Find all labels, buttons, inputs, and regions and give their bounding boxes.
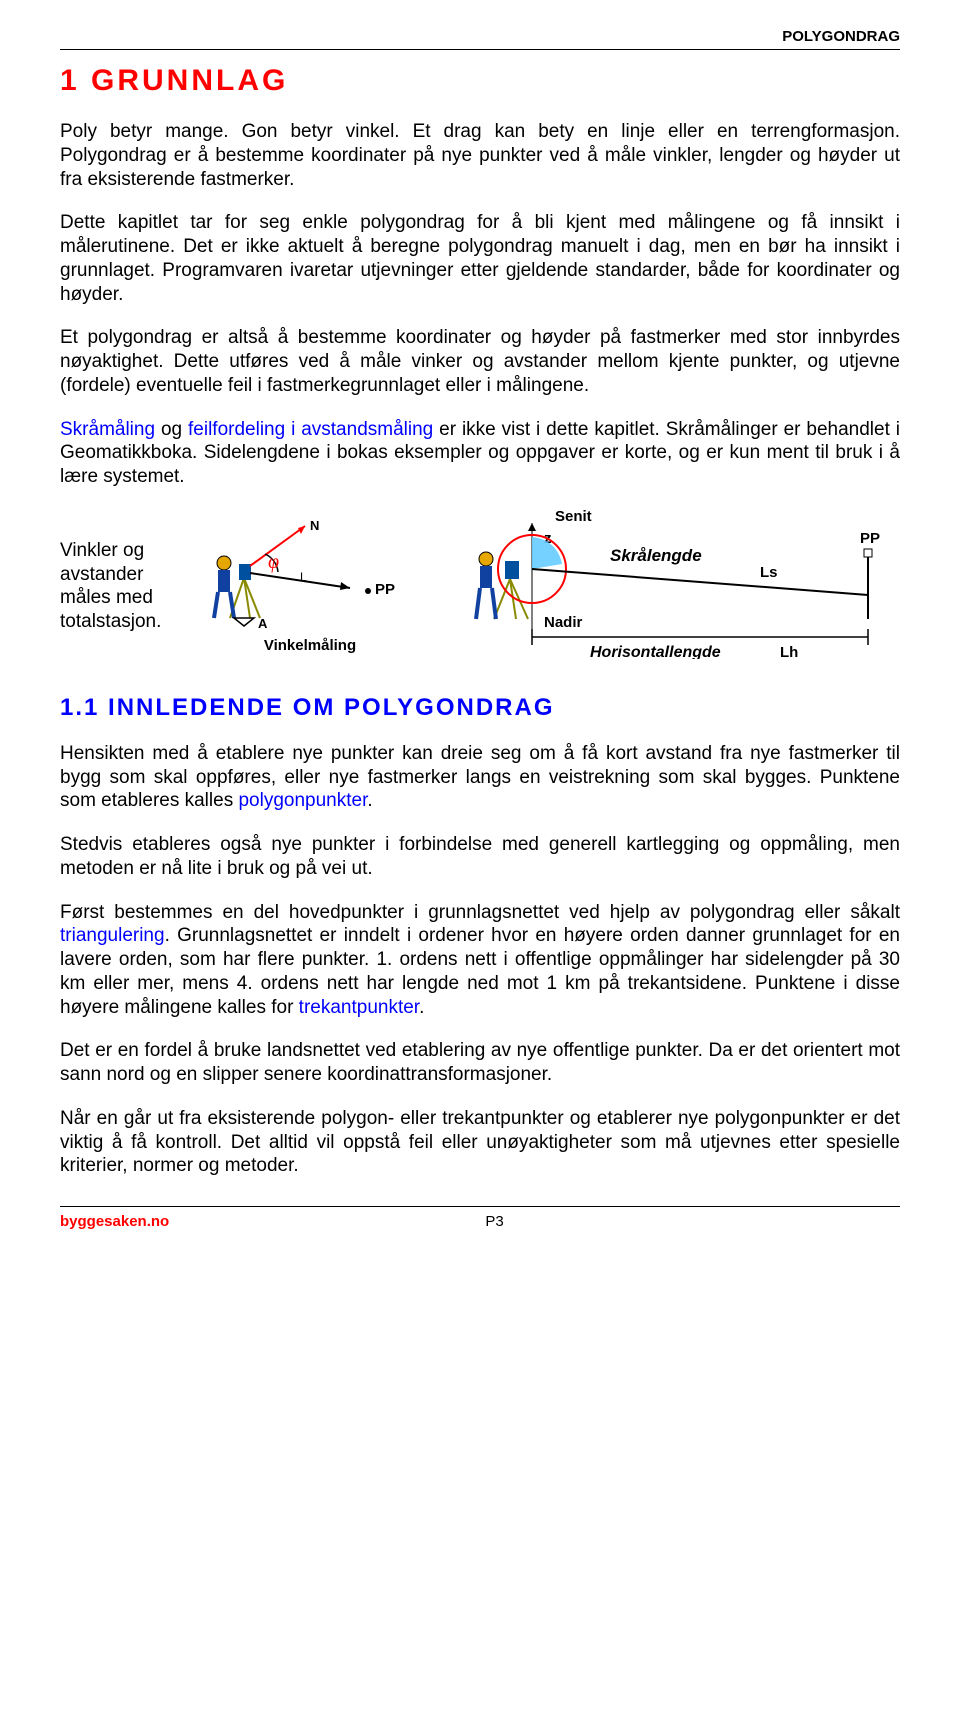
section-paragraph-2: Stedvis etableres også nye punkter i for… [60, 833, 900, 881]
vinkelmaling-svg: N φ L PP A [210, 518, 410, 628]
text-span: . Grunnlagsnettet er inndelt i ordener h… [60, 925, 900, 1017]
section-paragraph-3: Først bestemmes en del hovedpunkter i gr… [60, 901, 900, 1020]
svg-text:PP: PP [375, 581, 395, 598]
page: POLYGONDRAG 1 GRUNNLAG Poly betyr mange.… [0, 0, 960, 1250]
svg-text:PP: PP [860, 530, 880, 547]
footer-page-number: P3 [485, 1213, 503, 1230]
link-polygonpunkter: polygonpunkter [238, 790, 367, 811]
svg-text:N: N [310, 518, 319, 533]
svg-text:A: A [258, 616, 268, 628]
svg-text:Senit: Senit [555, 509, 592, 525]
section-title: 1.1 INNLEDENDE OM POLYGONDRAG [60, 694, 900, 722]
page-footer: byggesaken.no P3 [60, 1206, 900, 1230]
section-paragraph-1: Hensikten med å etablere nye punkter kan… [60, 742, 900, 813]
header-label: POLYGONDRAG [60, 28, 900, 45]
svg-text:Nadir: Nadir [544, 614, 583, 631]
svg-text:φ: φ [268, 551, 279, 573]
svg-text:Ls: Ls [760, 564, 778, 581]
top-divider [60, 49, 900, 50]
vinkelmaling-label: Vinkelmåling [200, 637, 420, 654]
footer-site: byggesaken.no [60, 1213, 169, 1230]
svg-text:L: L [300, 570, 307, 584]
link-triangulering: triangulering [60, 925, 165, 946]
svg-text:Horisontallengde: Horisontallengde [590, 644, 721, 659]
link-skramaling: Skråmåling [60, 419, 155, 440]
chapter-title: 1 GRUNNLAG [60, 64, 900, 98]
text-span: . [419, 997, 424, 1018]
text-span: Først bestemmes en del hovedpunkter i gr… [60, 902, 900, 923]
intro-paragraph-4: Skråmåling og feilfordeling i avstandsmå… [60, 418, 900, 489]
svg-text:Lh: Lh [780, 644, 798, 659]
figure-vinkelmaling: N φ L PP A Vinkelmåling [200, 518, 420, 654]
figure-skralengde: Senit z Nadir [440, 509, 900, 664]
text-span: og [155, 419, 188, 440]
link-trekantpunkter: trekantpunkter [299, 997, 419, 1018]
section-paragraph-4: Det er en fordel å bruke landsnettet ved… [60, 1039, 900, 1087]
figure-side-caption: Vinkler og avstander måles med totalstas… [60, 539, 180, 634]
intro-paragraph-2: Dette kapitlet tar for seg enkle polygon… [60, 211, 900, 306]
text-span: . [367, 790, 372, 811]
figure-row: Vinkler og avstander måles med totalstas… [60, 509, 900, 664]
skralengde-svg: Senit z Nadir [450, 509, 890, 659]
link-feilfordeling: feilfordeling i avstandsmåling [188, 419, 433, 440]
intro-paragraph-1: Poly betyr mange. Gon betyr vinkel. Et d… [60, 120, 900, 191]
section-paragraph-5: Når en går ut fra eksisterende polygon- … [60, 1107, 900, 1178]
intro-paragraph-3: Et polygondrag er altså å bestemme koord… [60, 326, 900, 397]
svg-text:Skrålengde: Skrålengde [610, 546, 702, 565]
text-span: Hensikten med å etablere nye punkter kan… [60, 743, 900, 812]
